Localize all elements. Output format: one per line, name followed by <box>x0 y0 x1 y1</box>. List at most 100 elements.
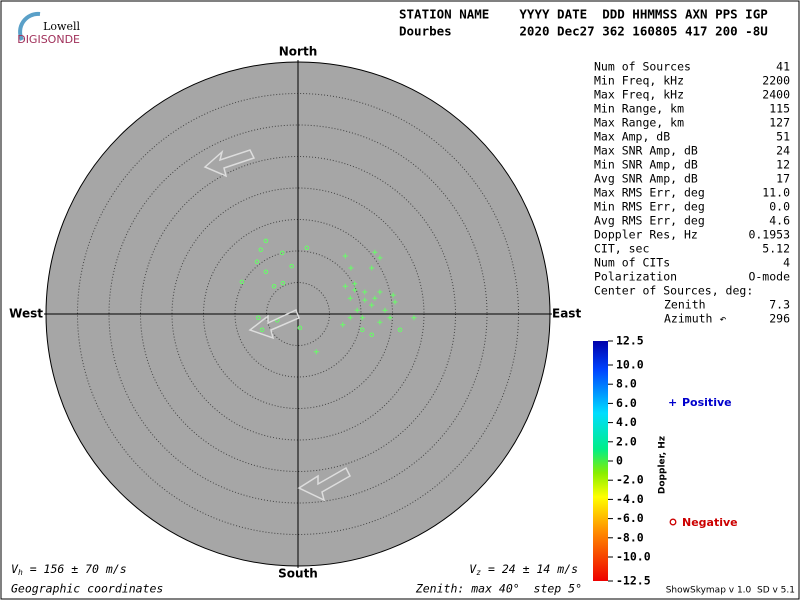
stat-label: Polarization <box>594 270 677 284</box>
legend-symbol <box>669 518 677 526</box>
colorbar-tick-label: -12.5 <box>616 574 651 588</box>
source-point <box>382 307 388 313</box>
west-label: West <box>9 307 43 321</box>
colorbar-tick-label: -2.0 <box>616 473 644 487</box>
colorbar-tick-label: -10.0 <box>616 550 651 564</box>
source-point <box>372 249 378 255</box>
source-point <box>259 327 265 333</box>
coords-note: Geographic coordinates <box>11 582 163 596</box>
source-point <box>369 265 375 271</box>
stat-value: 2200 <box>762 74 790 88</box>
source-point <box>258 247 264 253</box>
arrow <box>203 149 256 178</box>
colorbar-tick-label: -8.0 <box>616 530 644 544</box>
stat-label: Max Amp, dB <box>594 130 670 144</box>
east-label: East <box>552 307 581 321</box>
stat-label: Min RMS Err, deg <box>594 200 705 214</box>
source-point <box>362 289 368 295</box>
stat-value: 17 <box>776 172 790 186</box>
source-point <box>239 279 245 285</box>
source-point <box>340 322 346 328</box>
center-label: Azimuth ↶ <box>664 312 726 326</box>
stat-label: Max Freq, kHz <box>594 88 684 102</box>
colorbar-tick-label: 4.0 <box>616 415 637 429</box>
source-point <box>280 280 286 286</box>
arrow <box>297 466 351 502</box>
stat-value: 0.0 <box>769 200 790 214</box>
stat-value: 5.12 <box>762 242 790 256</box>
center-title: Center of Sources, deg: <box>594 284 753 298</box>
vh-value: = 156 ± 70 m/s <box>23 562 127 576</box>
source-point <box>377 289 383 295</box>
vz-value: = 24 ± 14 m/s <box>481 562 578 576</box>
legend-symbol: + <box>668 396 677 409</box>
stat-label: Min Range, km <box>594 102 684 116</box>
source-point <box>289 263 295 269</box>
source-point <box>390 292 396 298</box>
stat-label: Avg RMS Err, deg <box>594 214 705 228</box>
source-point <box>372 295 378 301</box>
stat-value: 4.6 <box>769 214 790 228</box>
source-point <box>369 332 375 338</box>
stat-value: 11.0 <box>762 186 790 200</box>
stat-value: 2400 <box>762 88 790 102</box>
north-label: North <box>279 45 317 59</box>
source-point <box>263 238 269 244</box>
source-point <box>254 259 260 265</box>
stat-value: 12 <box>776 158 790 172</box>
source-point <box>352 281 358 287</box>
center-value: 7.3 <box>769 298 790 312</box>
stat-label: Avg SNR Amp, dB <box>594 172 698 186</box>
stat-label: Num of Sources <box>594 60 691 74</box>
source-point <box>359 315 365 321</box>
source-point <box>347 315 353 321</box>
stat-label: Max SNR Amp, dB <box>594 144 698 158</box>
stat-value: 127 <box>769 116 790 130</box>
source-point <box>392 299 398 305</box>
legend-entry: Positive <box>682 396 732 409</box>
source-point <box>279 250 285 256</box>
source-point <box>352 287 358 293</box>
source-point <box>342 253 348 259</box>
stat-label: Min Freq, kHz <box>594 74 684 88</box>
header-line: Dourbes 2020 Dec27 362 160805 417 200 -8… <box>399 24 768 39</box>
vh-text: Vh = 156 ± 70 m/s <box>11 562 127 577</box>
vh-symbol: V <box>11 562 19 576</box>
source-point <box>348 265 354 271</box>
stat-value: 115 <box>769 102 790 116</box>
stat-label: Doppler Res, Hz <box>594 228 698 242</box>
version: ShowSkymap v 1.0 SD v 5.1 <box>666 586 795 596</box>
logo-arc <box>18 11 41 41</box>
stat-value: 41 <box>776 60 790 74</box>
logo-top: Lowell <box>43 20 80 33</box>
colorbar <box>593 341 608 581</box>
stat-label: Max RMS Err, deg <box>594 186 705 200</box>
source-point <box>411 315 417 321</box>
arrow <box>248 308 300 340</box>
colorbar-tick-label: 2.0 <box>616 434 637 448</box>
source-point <box>263 269 269 275</box>
center-label: Zenith <box>664 298 706 312</box>
colorbar-tick-label: 0 <box>616 454 623 468</box>
logo-bottom: DIGISONDE <box>17 33 80 46</box>
legend-entry: Negative <box>682 516 738 529</box>
colorbar-tick-label: 12.5 <box>616 334 644 348</box>
zenith-note: Zenith: max 40° step 5° <box>415 582 582 596</box>
stat-label: Min SNR Amp, dB <box>594 158 698 172</box>
stat-label: Num of CITs <box>594 256 670 270</box>
colorbar-tick-label: -4.0 <box>616 492 644 506</box>
source-point <box>342 283 348 289</box>
south-label: South <box>278 567 318 581</box>
source-point <box>297 325 303 331</box>
source-point <box>369 302 375 308</box>
source-point <box>387 315 393 321</box>
stat-value: 4 <box>783 256 790 270</box>
colorbar-tick-label: 8.0 <box>616 377 637 391</box>
stat-label: Max Range, km <box>594 116 684 130</box>
vz-text: Vz = 24 ± 14 m/s <box>469 562 578 577</box>
stat-value: 24 <box>776 144 790 158</box>
source-point <box>397 327 403 333</box>
source-point <box>271 283 277 289</box>
